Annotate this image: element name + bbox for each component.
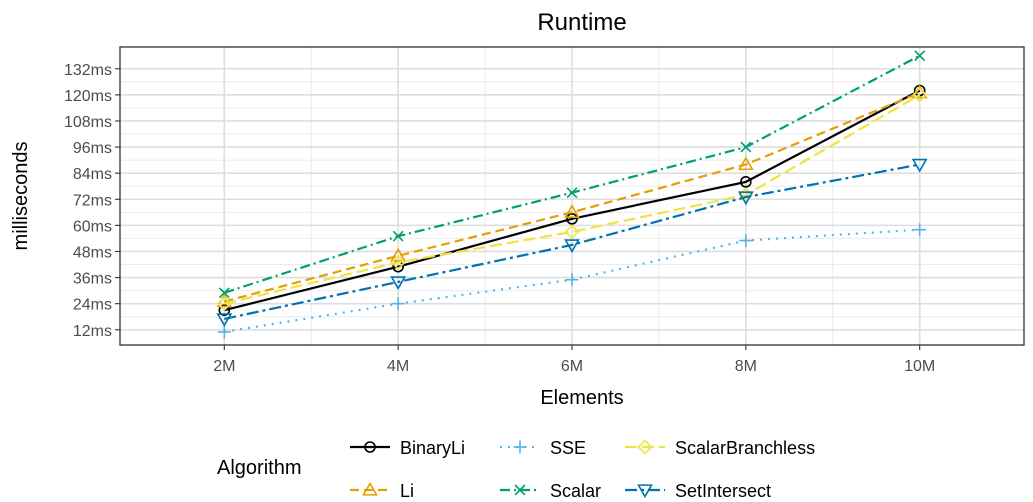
legend-key-marker-binaryli bbox=[364, 441, 376, 453]
data-point-scalar bbox=[914, 50, 926, 62]
legend-label-li: Li bbox=[400, 481, 414, 501]
y-tick-label: 132ms bbox=[64, 62, 112, 79]
x-axis-label: Elements bbox=[540, 387, 623, 409]
legend-label-sse: SSE bbox=[550, 438, 586, 458]
legend-key-marker-scalar bbox=[514, 484, 526, 496]
data-point-scalar bbox=[392, 230, 404, 242]
legend-item-scalar: Scalar bbox=[500, 481, 601, 501]
series-setintersect bbox=[216, 158, 928, 328]
y-tick-label: 96ms bbox=[73, 140, 112, 157]
y-tick-label: 120ms bbox=[64, 88, 112, 105]
data-point-li bbox=[564, 204, 580, 218]
series-line-binaryli bbox=[224, 89, 921, 312]
legend-key-marker-sse bbox=[513, 440, 527, 454]
y-tick-label: 24ms bbox=[73, 297, 112, 314]
legend-label-scalarbranchless: ScalarBranchless bbox=[675, 438, 815, 458]
data-point-setintersect bbox=[737, 191, 754, 206]
series-sse bbox=[217, 223, 927, 339]
series-line-setintersect bbox=[224, 163, 920, 320]
y-tick-label: 60ms bbox=[73, 218, 112, 235]
data-point-setintersect bbox=[564, 239, 580, 254]
y-tick-label: 84ms bbox=[73, 166, 112, 183]
axes: 12ms 24ms 36ms 48ms 60ms 72ms 84ms 96ms 108ms 120… bbox=[64, 62, 935, 375]
data-point-sse bbox=[739, 234, 753, 248]
y-tick-label: 72ms bbox=[73, 192, 112, 209]
legend-key-marker-scalarbranchless bbox=[637, 439, 653, 455]
data-point-binaryli bbox=[218, 304, 231, 316]
data-point-li bbox=[390, 247, 407, 262]
data-point-scalar bbox=[740, 141, 752, 153]
grid-lines bbox=[120, 47, 1024, 345]
data-point-li bbox=[737, 156, 754, 171]
series-line-li bbox=[224, 91, 921, 303]
legend-item-sse: SSE bbox=[500, 438, 586, 458]
y-tick-label: 12ms bbox=[73, 323, 112, 340]
data-point-setintersect bbox=[911, 158, 928, 173]
legend-items: BinaryLi SSE ScalarBranchless Li Scalar SetIn… bbox=[350, 438, 815, 501]
legend-item-li: Li bbox=[350, 481, 414, 501]
data-point-sse bbox=[391, 297, 405, 311]
x-tick-label: 8M bbox=[735, 358, 757, 375]
y-tick-label: 36ms bbox=[73, 271, 112, 288]
x-tick-label: 4M bbox=[387, 358, 409, 375]
chart-title: Runtime bbox=[537, 9, 626, 36]
data-point-binaryli bbox=[566, 213, 578, 225]
x-tick-label: 6M bbox=[561, 358, 583, 375]
data-point-scalarbranchless bbox=[564, 224, 580, 240]
series-lines bbox=[216, 50, 928, 339]
data-point-setintersect bbox=[390, 276, 407, 291]
data-point-scalarbranchless bbox=[216, 296, 232, 312]
legend-key-marker-li bbox=[362, 481, 378, 496]
y-tick-label: 108ms bbox=[64, 114, 112, 131]
data-point-sse bbox=[565, 273, 579, 287]
legend-item-scalarbranchless: ScalarBranchless bbox=[625, 438, 815, 458]
x-tick-label: 2M bbox=[213, 358, 235, 375]
data-point-sse bbox=[913, 223, 927, 237]
legend-label-binaryli: BinaryLi bbox=[400, 438, 465, 458]
series-line-scalarbranchless bbox=[224, 93, 921, 305]
legend-item-binaryli: BinaryLi bbox=[350, 438, 465, 458]
series-scalar bbox=[218, 50, 926, 299]
data-point-binaryli bbox=[740, 176, 752, 188]
x-tick-label: 10M bbox=[904, 358, 935, 375]
y-axis-label: milliseconds bbox=[10, 142, 32, 251]
data-point-setintersect bbox=[216, 313, 233, 328]
y-tick-label: 48ms bbox=[73, 244, 112, 261]
data-point-scalar bbox=[566, 187, 578, 199]
legend-key-marker-setintersect bbox=[637, 484, 653, 499]
legend: Algorithm BinaryLi SSE ScalarBranchless Li S… bbox=[217, 438, 815, 501]
legend-label-scalar: Scalar bbox=[550, 481, 601, 501]
legend-title: Algorithm bbox=[217, 457, 301, 479]
data-point-sse bbox=[217, 325, 231, 339]
legend-item-setintersect: SetIntersect bbox=[625, 481, 771, 501]
data-point-scalarbranchless bbox=[390, 254, 406, 270]
data-point-scalarbranchless bbox=[912, 87, 928, 103]
legend-label-setintersect: SetIntersect bbox=[675, 481, 771, 501]
series-binaryli bbox=[218, 84, 926, 316]
data-point-scalar bbox=[218, 287, 230, 299]
